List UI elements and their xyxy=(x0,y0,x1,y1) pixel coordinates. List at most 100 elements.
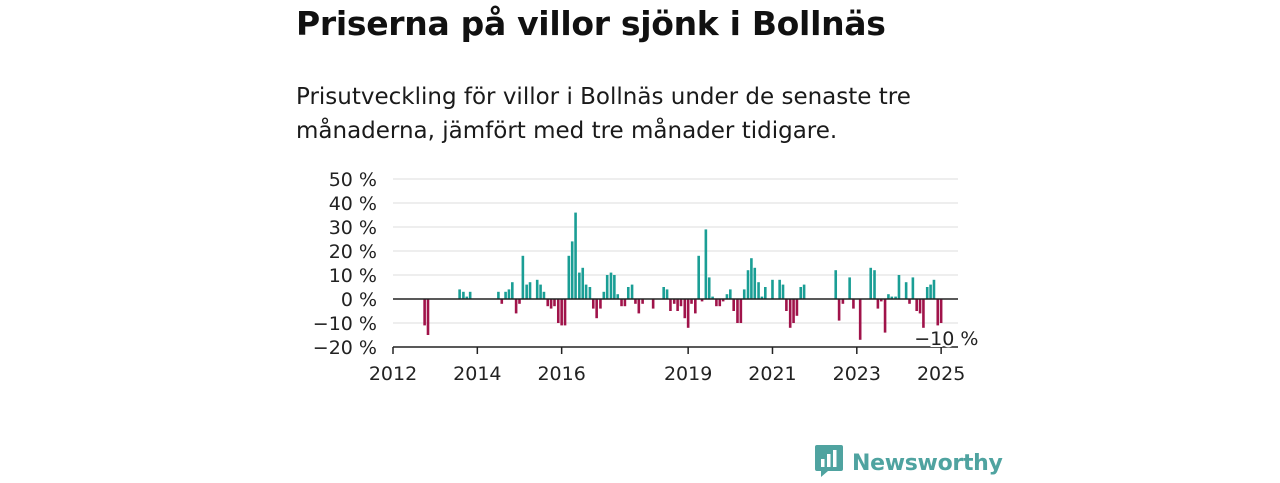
bar xyxy=(802,284,806,299)
bar xyxy=(423,299,426,326)
bar xyxy=(742,289,746,299)
y-tick-label: −20 % xyxy=(313,337,377,359)
bar xyxy=(939,299,943,323)
bar xyxy=(563,299,567,326)
bar xyxy=(683,299,687,319)
bar xyxy=(925,287,929,299)
bar xyxy=(721,299,725,302)
bar xyxy=(465,296,469,299)
page-title: Priserna på villor sjönk i Bollnäs xyxy=(296,4,886,43)
brand-name: Newsworthy xyxy=(852,450,1003,476)
bar xyxy=(641,299,644,304)
y-axis-ticks: −20 %−10 %0 %10 %20 %30 %40 %50 % xyxy=(313,169,377,359)
bar xyxy=(567,255,571,299)
bar xyxy=(778,279,781,299)
bar xyxy=(887,294,890,299)
bar xyxy=(915,299,918,311)
bar xyxy=(697,255,700,299)
bar xyxy=(858,299,862,340)
bar xyxy=(932,279,936,299)
bar xyxy=(497,291,500,299)
bar xyxy=(553,299,556,307)
bar xyxy=(918,299,922,314)
bar xyxy=(458,289,461,299)
bar xyxy=(911,277,915,299)
bar xyxy=(764,287,767,299)
bar xyxy=(560,299,563,326)
bar xyxy=(711,296,714,299)
bar xyxy=(750,258,753,299)
bar xyxy=(595,299,598,319)
bar xyxy=(894,296,897,299)
bar xyxy=(546,299,550,307)
chart-subtitle: Prisutveckling för villor i Bollnäs unde… xyxy=(296,84,911,144)
bar xyxy=(539,284,542,299)
y-tick-label: 40 % xyxy=(329,193,377,215)
bar xyxy=(686,299,690,328)
bar xyxy=(676,299,679,311)
bar xyxy=(665,289,669,299)
bar xyxy=(626,287,630,299)
bar xyxy=(581,267,585,299)
bar xyxy=(521,255,525,299)
bar xyxy=(637,299,641,314)
x-tick-label: 2019 xyxy=(664,363,712,385)
bar xyxy=(672,299,676,304)
bar xyxy=(718,299,722,307)
bar xyxy=(760,296,764,299)
gridlines xyxy=(393,178,958,324)
bar xyxy=(841,299,845,304)
bar xyxy=(876,299,880,309)
bar xyxy=(757,282,760,299)
y-tick-label: 30 % xyxy=(329,217,377,239)
bar xyxy=(535,279,539,299)
bar xyxy=(929,284,932,299)
y-tick-label: 10 % xyxy=(329,265,377,287)
bar xyxy=(518,299,521,304)
bar xyxy=(873,270,876,299)
bar xyxy=(739,299,743,323)
bar xyxy=(634,299,637,304)
bar xyxy=(599,299,602,309)
newsworthy-logo[interactable]: Newsworthy xyxy=(814,445,1003,481)
bar xyxy=(771,279,774,299)
bar xyxy=(574,212,577,299)
bar xyxy=(591,299,595,309)
bar xyxy=(908,299,911,304)
bar xyxy=(588,287,592,299)
bar xyxy=(500,299,504,304)
bar xyxy=(605,275,609,299)
bars xyxy=(423,212,943,340)
bar xyxy=(785,299,788,311)
bar xyxy=(426,299,430,335)
x-tick-label: 2021 xyxy=(748,363,796,385)
bar xyxy=(584,284,588,299)
bar xyxy=(620,299,623,307)
bar xyxy=(725,294,729,299)
bar xyxy=(936,299,940,326)
bar xyxy=(578,272,581,299)
bar xyxy=(715,299,718,307)
bar xyxy=(922,299,925,328)
bar xyxy=(549,299,553,309)
bar xyxy=(869,267,873,299)
bar xyxy=(788,299,792,328)
bar xyxy=(834,270,838,299)
newsworthy-logo-icon xyxy=(814,443,844,483)
bar xyxy=(904,282,908,299)
bar xyxy=(694,299,697,314)
bar xyxy=(602,291,606,299)
x-axis-ticks: 2012 2014 2016 2019 2021 2023 2025 xyxy=(369,347,965,385)
y-tick-label: −10 % xyxy=(313,313,377,335)
bar xyxy=(623,299,627,307)
x-tick-label: 2016 xyxy=(537,363,585,385)
bar xyxy=(525,284,528,299)
bar xyxy=(651,299,655,309)
bar xyxy=(504,291,507,299)
x-tick-label: 2023 xyxy=(833,363,881,385)
bar xyxy=(609,272,613,299)
bar xyxy=(792,299,795,323)
bar xyxy=(616,294,620,299)
bar xyxy=(879,299,883,302)
bar xyxy=(462,291,465,299)
